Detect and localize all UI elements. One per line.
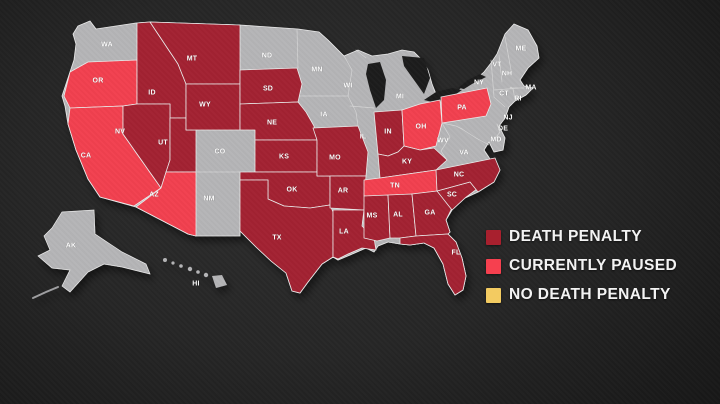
state-label-TX: TX: [272, 234, 281, 241]
state-label-CT: CT: [499, 90, 509, 97]
state-label-TN: TN: [390, 182, 400, 189]
state-label-MN: MN: [311, 66, 322, 73]
state-label-NM: NM: [203, 195, 214, 202]
state-label-MO: MO: [329, 154, 341, 161]
state-label-RI: RI: [514, 95, 521, 102]
legend-item-currently-paused: CURRENTLY PAUSED: [486, 257, 682, 274]
state-PA: [440, 87, 492, 124]
hawaii-island: [196, 270, 200, 274]
state-border-line: [498, 54, 503, 83]
state-label-SC: SC: [447, 191, 457, 198]
state-border-line: [441, 122, 463, 130]
state-label-ND: ND: [262, 52, 273, 59]
state-label-FL: FL: [452, 249, 461, 256]
state-label-ME: ME: [516, 45, 527, 52]
state-border-line: [355, 49, 367, 59]
legend-item-no-death-penalty: NO DEATH PENALTY: [486, 286, 682, 303]
state-label-AK: AK: [66, 242, 77, 249]
state-border-line: [492, 83, 495, 98]
state-NC: [435, 157, 501, 193]
lake-erie: [424, 88, 462, 103]
state-border-line: [349, 105, 375, 109]
hawaii-island: [163, 258, 167, 262]
state-WY: [185, 83, 241, 131]
state-label-WA: WA: [101, 41, 113, 48]
state-label-HI: HI: [192, 280, 199, 287]
state-label-CO: CO: [215, 148, 226, 155]
state-border-line: [296, 28, 299, 69]
legend-label-death-penalty: DEATH PENALTY: [509, 228, 642, 245]
state-label-IA: IA: [320, 111, 327, 118]
state-label-NY: NY: [474, 79, 484, 86]
legend-item-death-penalty: DEATH PENALTY: [486, 228, 682, 245]
state-label-PA: PA: [457, 104, 467, 111]
state-label-AR: AR: [338, 187, 349, 194]
state-label-MD: MD: [490, 136, 501, 143]
hawaii-island: [187, 266, 193, 272]
legend-swatch-death-penalty: [486, 229, 501, 245]
state-border-line: [343, 55, 353, 97]
aleutian-islands: [32, 286, 59, 299]
legend-swatch-no-death-penalty: [486, 287, 501, 303]
state-label-ID: ID: [148, 89, 155, 96]
lake-ontario: [458, 74, 486, 89]
state-border-line: [347, 95, 359, 127]
state-label-GA: GA: [425, 209, 436, 216]
state-label-NV: NV: [115, 128, 125, 135]
state-label-AZ: AZ: [149, 191, 159, 198]
state-label-NE: NE: [267, 119, 277, 126]
state-label-LA: LA: [339, 228, 349, 235]
state-label-WI: WI: [344, 82, 353, 89]
state-label-WY: WY: [199, 101, 211, 108]
state-label-MI: MI: [396, 93, 404, 100]
state-label-WV: WV: [437, 137, 449, 144]
state-label-OK: OK: [287, 186, 298, 193]
state-AK: [37, 209, 151, 293]
hawaii-island: [171, 261, 175, 265]
state-label-NJ: NJ: [503, 114, 512, 121]
state-label-VA: VA: [459, 149, 469, 156]
state-label-CA: CA: [81, 152, 92, 159]
state-label-SD: SD: [263, 85, 273, 92]
lake-huron: [402, 56, 430, 94]
state-label-DE: DE: [498, 125, 508, 132]
state-label-AL: AL: [393, 211, 403, 218]
state-border-line: [490, 59, 494, 85]
hawaii-island: [203, 272, 209, 278]
state-TX: [239, 179, 334, 294]
state-label-UT: UT: [158, 139, 168, 146]
state-FL: [399, 233, 467, 296]
ma-leader-dot: [509, 86, 513, 90]
state-label-KY: KY: [402, 158, 412, 165]
state-border-line: [504, 36, 512, 71]
state-label-OR: OR: [93, 77, 104, 84]
state-SD: [239, 67, 303, 105]
legend-swatch-currently-paused: [486, 258, 501, 274]
state-HI: [212, 275, 227, 288]
legend-label-currently-paused: CURRENTLY PAUSED: [509, 257, 678, 274]
legend: DEATH PENALTY CURRENTLY PAUSED NO DEATH …: [486, 228, 682, 316]
state-label-IL: IL: [360, 133, 367, 140]
state-MS: [363, 194, 391, 242]
state-label-NC: NC: [454, 171, 465, 178]
state-border-line: [493, 123, 501, 141]
state-label-KS: KS: [279, 153, 289, 160]
state-label-IN: IN: [384, 128, 391, 135]
state-label-MA: MA: [525, 84, 536, 91]
legend-label-no-death-penalty: NO DEATH PENALTY: [509, 286, 671, 303]
state-border-line: [512, 88, 516, 100]
state-label-NH: NH: [502, 70, 513, 77]
hawaii-island: [179, 264, 183, 268]
state-label-OH: OH: [416, 123, 427, 130]
state-label-VT: VT: [492, 61, 502, 68]
state-label-MS: MS: [367, 212, 378, 219]
lake-michigan: [366, 62, 386, 108]
state-border-line: [461, 128, 490, 146]
state-border-line: [440, 122, 451, 161]
state-LA: [332, 209, 377, 260]
state-label-MT: MT: [187, 55, 198, 62]
state-border-line: [493, 96, 506, 108]
